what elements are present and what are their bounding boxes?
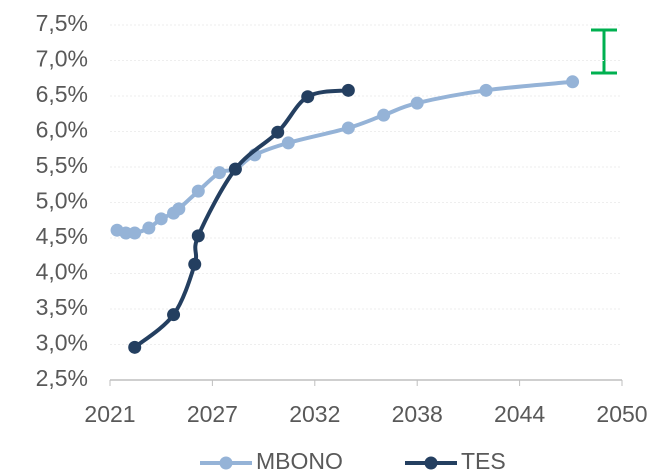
y-tick-label: 6,5%	[36, 81, 88, 107]
data-point	[154, 212, 168, 226]
data-point	[566, 75, 580, 89]
data-point	[191, 184, 205, 198]
data-point	[281, 136, 295, 150]
y-tick-label: 7,5%	[36, 10, 88, 36]
x-tick-label: 2021	[84, 401, 135, 427]
data-point	[191, 229, 205, 243]
legend-label: TES	[461, 448, 506, 474]
x-tick-label: 2050	[596, 401, 647, 427]
y-tick-label: 7,0%	[36, 46, 88, 72]
y-tick-label: 6,0%	[36, 117, 88, 143]
x-tick-label: 2038	[392, 401, 443, 427]
legend-marker	[219, 456, 233, 470]
x-tick-label: 2032	[289, 401, 340, 427]
data-point	[212, 166, 226, 180]
x-tick-label: 2027	[187, 401, 238, 427]
range-indicator	[591, 28, 617, 75]
y-tick-label: 5,0%	[36, 188, 88, 214]
series-line	[116, 79, 573, 236]
data-point	[188, 257, 202, 271]
legend-label: MBONO	[256, 448, 343, 474]
y-tick-label: 2,5%	[36, 365, 88, 391]
y-tick-label: 4,0%	[36, 259, 88, 285]
data-point	[341, 83, 355, 97]
data-point	[142, 221, 156, 235]
data-point	[128, 226, 142, 240]
data-point	[271, 125, 285, 139]
data-point	[341, 121, 355, 135]
data-point	[410, 96, 424, 110]
x-tick-label: 2044	[494, 401, 545, 427]
data-point	[167, 308, 181, 322]
data-point	[301, 90, 315, 104]
data-point	[228, 162, 242, 176]
legend-marker	[424, 456, 438, 470]
data-point	[377, 108, 391, 122]
y-tick-label: 3,5%	[36, 294, 88, 320]
y-tick-label: 5,5%	[36, 152, 88, 178]
data-point	[479, 83, 493, 97]
data-point	[172, 202, 186, 216]
y-tick-label: 4,5%	[36, 223, 88, 249]
data-point	[128, 340, 142, 354]
y-tick-label: 3,0%	[36, 330, 88, 356]
